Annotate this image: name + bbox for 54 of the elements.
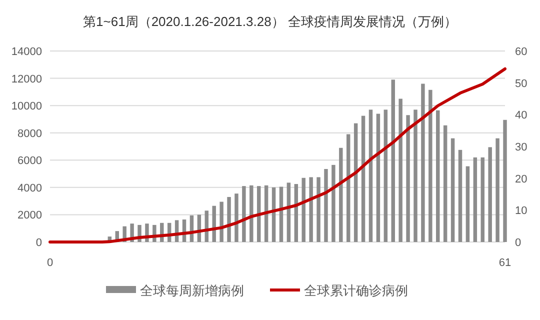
- bar: [309, 177, 313, 242]
- y-tick-label: 10000: [11, 100, 42, 113]
- y-tick-label: 12000: [11, 73, 42, 86]
- bar: [398, 98, 402, 242]
- bar: [406, 115, 410, 242]
- bar: [414, 110, 418, 242]
- bar: [368, 110, 373, 242]
- bar: [242, 186, 246, 242]
- bar: [391, 80, 395, 242]
- y2-tick-label: 10: [515, 205, 528, 218]
- y-tick-label: 6000: [18, 155, 42, 168]
- bar: [384, 110, 388, 242]
- bar: [316, 177, 320, 242]
- bar: [354, 123, 358, 242]
- bar: [346, 134, 350, 242]
- y2-tick-label: 40: [515, 110, 528, 122]
- bar: [234, 194, 238, 242]
- line-series: [48, 67, 506, 244]
- bar: [376, 114, 380, 242]
- bar: [428, 90, 432, 242]
- legend-label: 全球每周新增病例: [140, 283, 244, 298]
- bar: [421, 84, 425, 242]
- y-tick-label: 2000: [18, 210, 42, 222]
- bar: [212, 206, 216, 242]
- bar: [488, 147, 492, 242]
- y2-tick-label: 50: [515, 78, 528, 90]
- legend-label: 全球累计确诊病例: [304, 283, 408, 298]
- bar: [227, 196, 231, 242]
- bar: [250, 185, 254, 242]
- bar: [436, 110, 440, 242]
- y2-tick-label: 0: [515, 237, 522, 249]
- y-tick-label: 0: [36, 237, 42, 249]
- y-tick-label: 8000: [18, 128, 42, 140]
- bar: [220, 202, 224, 242]
- y-tick-label: 4000: [18, 182, 42, 194]
- bar: [466, 166, 470, 242]
- bar: [339, 148, 343, 242]
- bar: [480, 157, 484, 242]
- y2-tick-label: 30: [515, 142, 528, 154]
- bar: [473, 157, 478, 242]
- chart-title: 第1~61周（2020.1.26-2021.3.28） 全球疫情周发展情况（万例）: [83, 14, 457, 29]
- bar: [443, 125, 448, 242]
- bar: [302, 178, 306, 242]
- bar: [458, 150, 462, 242]
- bar: [361, 116, 366, 242]
- y2-tick-label: 20: [515, 173, 528, 186]
- bar: [324, 169, 328, 242]
- y-tick-label: 14000: [11, 46, 42, 58]
- x-tick-label: 61: [498, 257, 512, 269]
- y2-tick-label: 60: [515, 46, 528, 58]
- bar: [503, 120, 507, 242]
- bar: [332, 164, 336, 242]
- bar: [450, 138, 455, 242]
- bar: [496, 138, 500, 242]
